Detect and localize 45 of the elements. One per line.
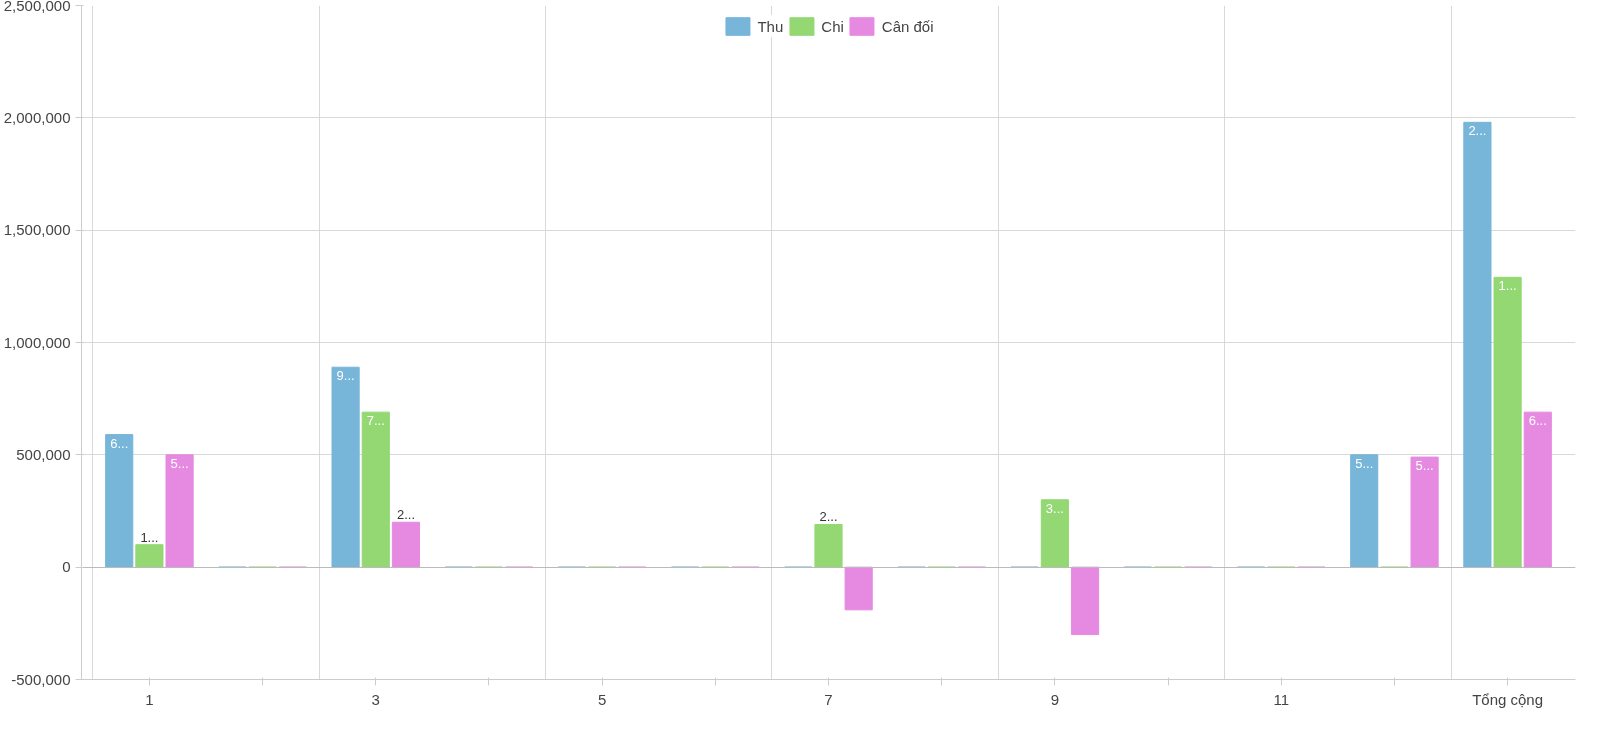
x-tick-label: 3 [371, 690, 380, 708]
data-label: 1... [140, 529, 159, 545]
bar [844, 566, 873, 611]
x-tick-label: 7 [824, 690, 833, 708]
bar [1523, 411, 1552, 568]
y-tick-label: -500,000 [11, 670, 71, 688]
y-tick-label: 1,500,000 [3, 221, 71, 239]
y-tick-label: 500,000 [16, 445, 71, 463]
bar [105, 434, 134, 568]
bar [331, 366, 360, 568]
data-label: 3... [1045, 500, 1064, 516]
data-label: 5... [1415, 458, 1434, 474]
data-label: 5... [170, 455, 189, 471]
legend-label: Cân đối [881, 17, 934, 35]
x-tick-label: Tổng cộng [1472, 690, 1544, 708]
legend-label: Thu [757, 17, 784, 35]
y-tick-label: 1,000,000 [3, 333, 71, 351]
data-label: 1... [1498, 278, 1517, 294]
legend-label: Chi [821, 17, 844, 35]
data-label: 2... [819, 509, 838, 525]
x-tick-label: 9 [1050, 690, 1060, 708]
data-label: 7... [366, 413, 385, 429]
data-label: 6... [1528, 413, 1547, 429]
bar [165, 454, 194, 568]
bar [1350, 454, 1379, 568]
y-tick-label: 2,000,000 [3, 108, 71, 126]
bar [1040, 499, 1069, 568]
bar [814, 523, 843, 568]
data-label: 5... [1355, 455, 1374, 471]
bar [1493, 276, 1522, 568]
x-tick-label: 11 [1273, 690, 1290, 708]
data-label: 6... [110, 435, 129, 451]
bar [361, 411, 390, 568]
data-label: 2... [1468, 123, 1487, 139]
bar [1070, 566, 1100, 636]
y-tick-label: 0 [62, 558, 71, 576]
data-label: 9... [336, 368, 355, 384]
bar [391, 521, 421, 568]
bar [1410, 456, 1439, 568]
y-tick-label: 2,500,000 [3, 0, 71, 14]
bar [1463, 121, 1492, 568]
x-tick-label: 1 [145, 690, 154, 708]
x-tick-label: 5 [597, 690, 607, 708]
bar [135, 544, 164, 568]
data-label: 2... [396, 507, 415, 523]
